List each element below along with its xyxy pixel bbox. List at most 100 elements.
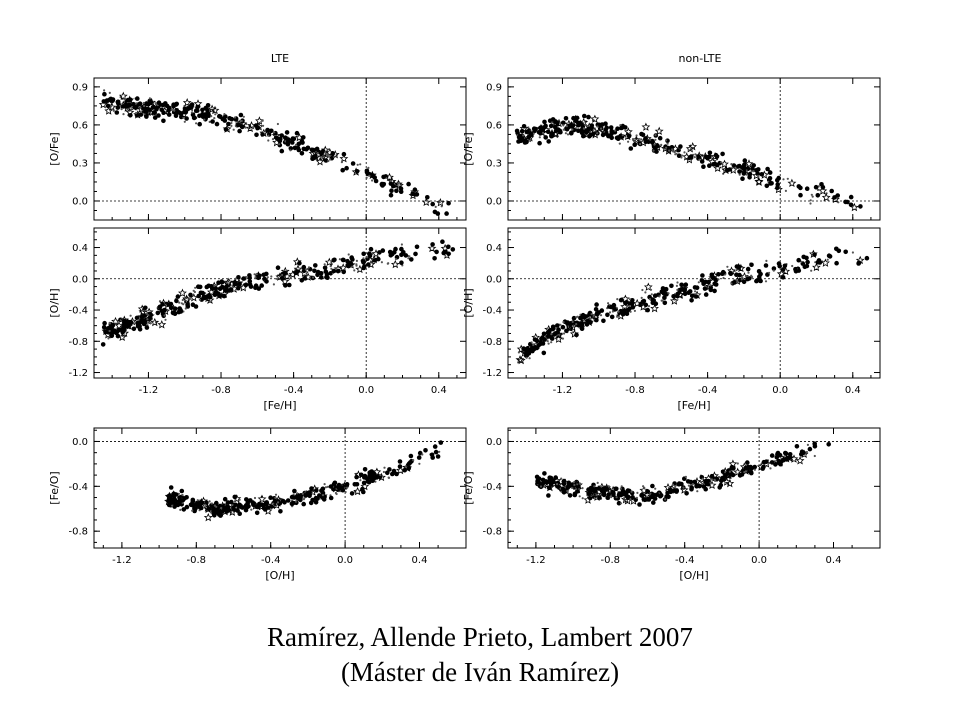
data-point-small bbox=[275, 277, 278, 280]
data-point-star bbox=[818, 186, 828, 195]
data-point-small bbox=[665, 146, 668, 149]
data-point bbox=[193, 304, 199, 309]
data-point-small bbox=[164, 318, 167, 321]
data-point-star bbox=[395, 465, 405, 475]
data-point bbox=[693, 294, 699, 299]
data-point bbox=[651, 492, 656, 498]
data-point bbox=[380, 248, 386, 253]
data-point bbox=[650, 300, 656, 306]
data-point-small bbox=[400, 243, 403, 246]
data-point-small bbox=[687, 148, 690, 151]
data-point-star bbox=[688, 142, 698, 151]
data-point bbox=[608, 125, 614, 130]
data-point bbox=[553, 119, 559, 124]
data-point bbox=[144, 325, 150, 330]
data-point-small bbox=[194, 286, 197, 289]
data-point-small bbox=[379, 473, 382, 477]
data-point-star bbox=[402, 462, 411, 472]
data-point-star bbox=[227, 507, 237, 516]
data-point-small bbox=[650, 293, 653, 296]
data-point-star bbox=[387, 176, 397, 186]
data-point bbox=[639, 492, 645, 498]
data-point bbox=[649, 139, 655, 145]
data-point bbox=[166, 112, 172, 117]
data-point-small bbox=[837, 201, 840, 204]
data-point bbox=[362, 467, 368, 472]
data-point-star bbox=[111, 316, 120, 326]
data-point-small bbox=[596, 125, 599, 128]
data-point-small bbox=[581, 497, 584, 500]
data-point bbox=[173, 113, 179, 118]
data-point-star bbox=[754, 176, 764, 186]
data-point-star bbox=[654, 126, 664, 136]
y-axis-label: [O/H] bbox=[48, 288, 61, 317]
data-point-small bbox=[642, 485, 645, 488]
data-point-small bbox=[355, 259, 358, 262]
data-point bbox=[394, 471, 399, 477]
data-point-star bbox=[707, 480, 717, 490]
x-tick-label: -0.8 bbox=[187, 555, 207, 566]
y-tick-label: 0.0 bbox=[486, 274, 502, 285]
data-point bbox=[232, 280, 238, 285]
data-point bbox=[542, 119, 547, 125]
data-point bbox=[287, 282, 292, 288]
data-point-small bbox=[323, 483, 326, 486]
data-point-small bbox=[327, 159, 330, 163]
data-point-star bbox=[722, 477, 732, 486]
data-point bbox=[584, 322, 590, 327]
data-point-small bbox=[527, 126, 530, 129]
data-point-star bbox=[257, 494, 267, 503]
data-point bbox=[321, 497, 327, 502]
data-point bbox=[594, 302, 599, 307]
data-point-small bbox=[387, 476, 391, 479]
data-point bbox=[279, 148, 285, 154]
data-point-small bbox=[539, 485, 543, 488]
data-point bbox=[640, 299, 646, 305]
data-point-small bbox=[123, 98, 126, 101]
data-point-small bbox=[550, 121, 553, 124]
data-point bbox=[682, 291, 688, 297]
data-point bbox=[618, 297, 624, 303]
data-point-small bbox=[696, 490, 699, 493]
figure-panels: LTE non-LTE 0.0 0.3 0.6 0.9 [O/Fe] -1.2 -0.8 -0.4… bbox=[48, 52, 881, 582]
data-point-small bbox=[826, 258, 829, 261]
data-point-star bbox=[225, 499, 235, 509]
data-point-small bbox=[210, 502, 213, 505]
data-point bbox=[200, 111, 205, 117]
data-point bbox=[739, 472, 745, 477]
data-point bbox=[767, 176, 773, 181]
data-point-star bbox=[292, 257, 302, 266]
data-point bbox=[394, 188, 399, 194]
data-point bbox=[609, 314, 615, 320]
data-point-small bbox=[418, 462, 421, 465]
data-point bbox=[217, 286, 223, 292]
data-point-star bbox=[210, 105, 220, 115]
data-point-small bbox=[145, 312, 148, 315]
y-axis-label: [Fe/O] bbox=[462, 471, 475, 504]
data-point-small bbox=[338, 258, 341, 261]
data-point bbox=[195, 500, 201, 506]
data-point-small bbox=[208, 500, 211, 503]
data-point bbox=[205, 103, 211, 108]
data-point-small bbox=[404, 465, 407, 468]
data-point bbox=[285, 498, 291, 503]
data-point-star bbox=[189, 293, 199, 302]
data-point bbox=[199, 505, 204, 511]
data-point-small bbox=[327, 155, 330, 158]
data-point-small bbox=[321, 494, 325, 497]
data-point bbox=[172, 504, 177, 509]
data-point bbox=[743, 465, 748, 471]
y-tick-label: -1.2 bbox=[482, 368, 502, 379]
data-point bbox=[599, 488, 605, 494]
data-point-small bbox=[267, 134, 270, 137]
data-point-small bbox=[717, 278, 720, 281]
data-point-small bbox=[371, 179, 374, 182]
data-point-star bbox=[98, 99, 108, 109]
data-point bbox=[714, 162, 720, 168]
data-point bbox=[446, 200, 451, 206]
data-point bbox=[605, 495, 610, 501]
data-point-star bbox=[339, 154, 349, 163]
data-point-star bbox=[203, 512, 213, 522]
data-point bbox=[632, 142, 637, 147]
data-point bbox=[430, 455, 436, 460]
